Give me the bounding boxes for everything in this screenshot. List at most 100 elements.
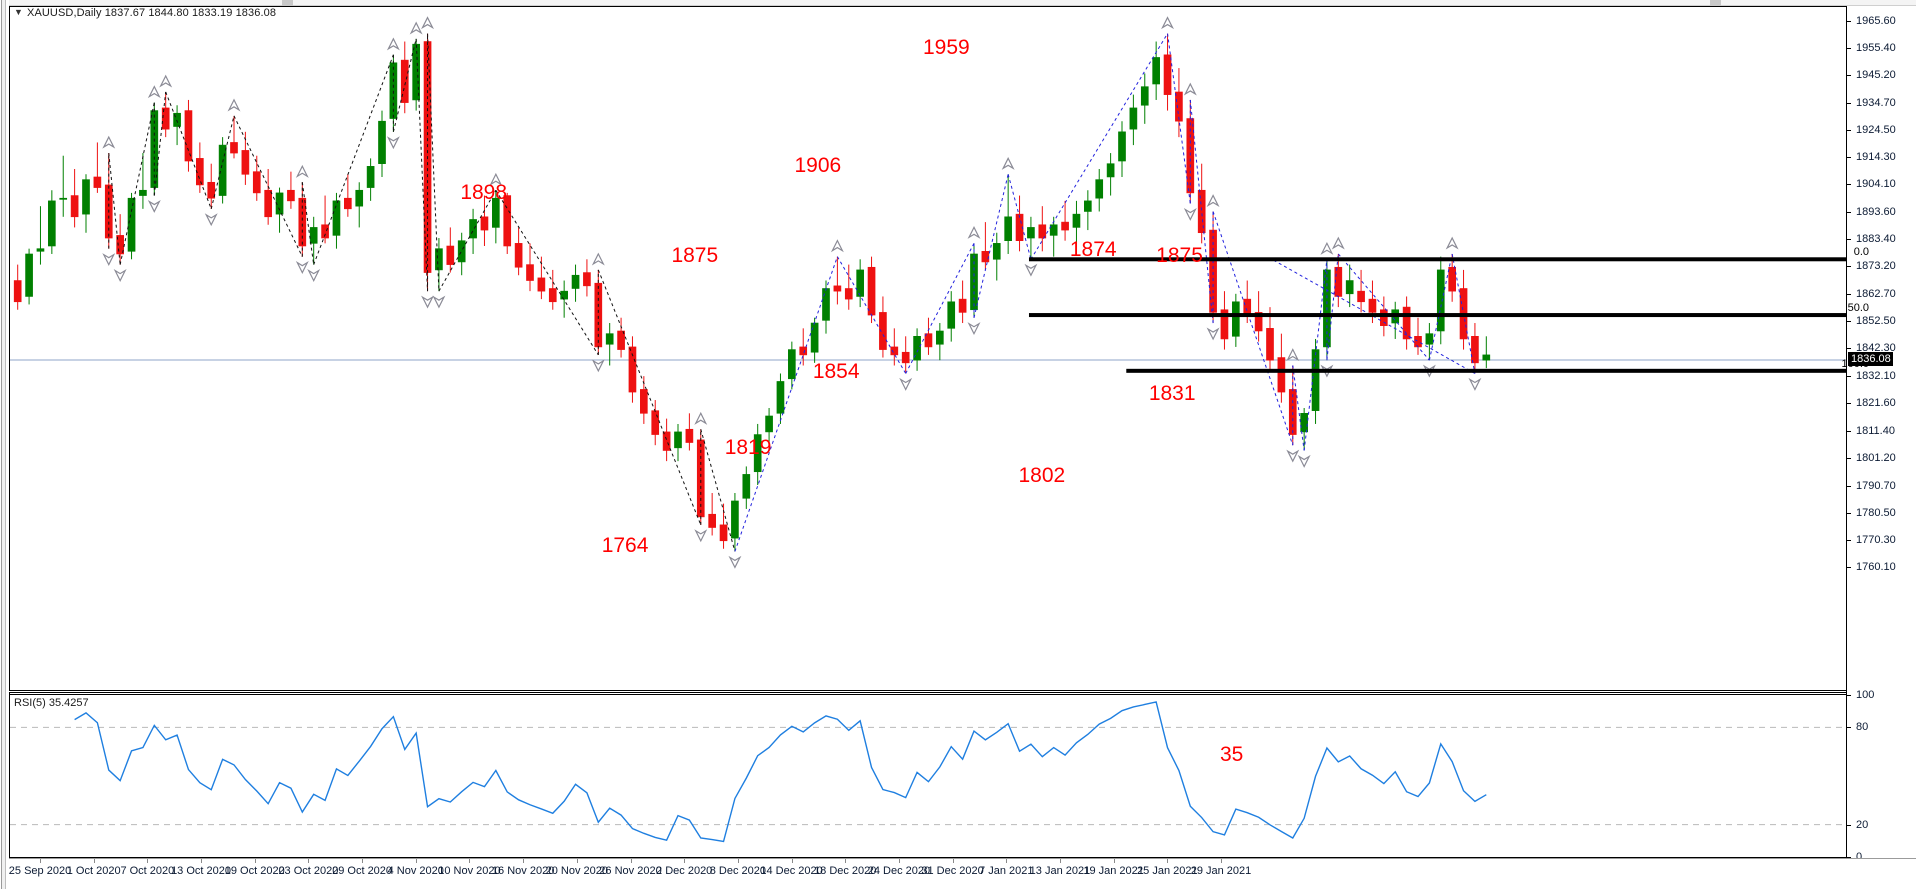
date-tick-mark	[469, 859, 471, 863]
fractal-arrow-icon	[1161, 16, 1174, 30]
price-axis[interactable]: 1965.60 1955.40 1945.20 1934.70 1924.50 1914.…	[1841, 6, 1916, 690]
fractal-arrow-icon	[295, 164, 309, 178]
fib-level-label: 0.0	[1853, 246, 1869, 259]
date-tick-mark	[147, 859, 149, 863]
fractal-arrow-icon	[147, 199, 161, 213]
price-tick-mark	[1847, 75, 1851, 77]
fractal-arrow-icon	[1183, 207, 1197, 221]
rsi-indicator-pane[interactable]: 35	[9, 694, 1847, 858]
price-tick-mark	[1847, 103, 1851, 105]
fractal-arrow-icon	[102, 135, 116, 149]
price-tick-label: 1862.70	[1856, 288, 1896, 301]
date-tick-label: 8 Dec 2020	[709, 865, 766, 877]
rsi-chart-canvas	[10, 701, 1846, 843]
fractal-arrow-icon	[102, 253, 116, 267]
window-top-frame	[9, 0, 1916, 6]
price-tick-mark	[1847, 157, 1851, 159]
price-tick-mark	[1847, 348, 1851, 350]
swing-price-label: 1874	[1069, 238, 1117, 262]
swing-price-label: 1898	[460, 180, 508, 204]
fractal-arrow-icon	[1331, 236, 1345, 250]
fib-level-line	[1028, 313, 1846, 318]
date-tick-mark	[845, 859, 847, 863]
price-tick-mark	[1847, 21, 1851, 23]
scroll-position-marker-left[interactable]	[282, 0, 293, 6]
current-price-badge: 1836.08	[1848, 351, 1893, 366]
date-tick-mark	[630, 859, 632, 863]
price-tick-mark	[1847, 375, 1851, 377]
fractal-arrow-icon	[1286, 449, 1300, 463]
rsi-tick-mark	[1847, 695, 1851, 696]
date-tick-mark	[1113, 859, 1115, 863]
date-tick-mark	[523, 859, 525, 863]
date-tick-label: 13 Jan 2021	[1029, 865, 1091, 877]
price-pane-lower-extension	[9, 571, 1847, 694]
chart-dropdown-caret-icon[interactable]: ▼	[14, 7, 24, 17]
window-bottom-left-frame	[0, 858, 9, 889]
price-tick-mark	[1847, 321, 1851, 323]
fib-level-label: 50.0	[1847, 302, 1869, 315]
date-tick-mark	[684, 859, 686, 863]
date-tick-mark	[201, 859, 203, 863]
fractal-arrow-icon	[694, 529, 708, 543]
price-chart-pane[interactable]: 1898 1875 1819 1764 1906 1854 1959 1802 1874 1875…	[9, 6, 1847, 571]
fractal-arrow-icon	[830, 239, 844, 253]
price-tick-mark	[1847, 485, 1851, 487]
date-tick-label: 24 Dec 2020	[867, 865, 931, 877]
price-tick-mark	[1847, 457, 1851, 459]
date-tick-mark	[415, 859, 417, 863]
fractal-arrow-icon	[1297, 454, 1311, 468]
price-tick-label: 1760.10	[1856, 560, 1896, 573]
price-tick-label: 1945.20	[1856, 69, 1896, 82]
price-tick-label: 1934.70	[1856, 97, 1896, 110]
swing-price-label: 1875	[671, 243, 719, 267]
fractal-arrow-icon	[409, 21, 423, 35]
date-tick-label: 16 Nov 2020	[491, 865, 555, 877]
fractal-arrow-icon	[1206, 194, 1220, 208]
date-tick-mark	[791, 859, 793, 863]
fractal-arrow-icon	[899, 377, 913, 391]
rsi-tick-mark	[1847, 857, 1851, 858]
price-tick-mark	[1847, 266, 1851, 268]
price-tick-mark	[1847, 430, 1851, 432]
date-tick-mark	[254, 859, 256, 863]
fractal-arrow-icon	[307, 269, 321, 282]
date-tick-label: 2 Dec 2020	[656, 865, 713, 877]
date-tick-mark	[362, 859, 364, 863]
date-tick-mark	[40, 859, 41, 863]
swing-price-label: 1875	[1156, 243, 1203, 267]
fractal-arrow-icon	[421, 295, 434, 309]
date-tick-mark	[93, 859, 95, 863]
fractal-arrow-icon	[1206, 327, 1220, 341]
rsi-tick-label: 20	[1856, 818, 1869, 831]
price-tick-mark	[1847, 130, 1851, 132]
fractal-arrow-icon	[1320, 241, 1334, 255]
date-tick-label: 20 Nov 2020	[545, 865, 609, 877]
swing-price-label: 1906	[794, 153, 842, 177]
date-tick-mark	[576, 859, 578, 863]
date-axis[interactable]: 25 Sep 2020 1 Oct 2020 7 Oct 2020 13 Oct 20…	[9, 858, 1916, 889]
date-tick-label: 25 Sep 2020	[8, 865, 72, 877]
price-tick-label: 1811.40	[1856, 424, 1895, 437]
date-tick-label: 29 Jan 2021	[1190, 865, 1252, 877]
fractal-arrow-icon	[1445, 236, 1459, 250]
date-tick-label: 7 Oct 2020	[120, 865, 175, 877]
price-tick-label: 1924.50	[1856, 124, 1896, 137]
date-tick-mark	[308, 859, 310, 863]
price-tick-label: 1832.10	[1856, 369, 1896, 382]
date-tick-mark	[1167, 859, 1169, 863]
swing-price-label: 1764	[601, 534, 649, 558]
price-tick-label: 1770.30	[1856, 533, 1896, 546]
price-tick-mark	[1847, 239, 1851, 241]
date-tick-label: 23 Oct 2020	[278, 865, 339, 877]
swing-price-label: 1959	[923, 36, 970, 60]
date-tick-mark	[1006, 859, 1008, 863]
price-tick-label: 1790.70	[1856, 479, 1896, 492]
date-tick-label: 25 Jan 2021	[1137, 865, 1198, 877]
scroll-position-marker-right[interactable]	[1710, 0, 1721, 6]
price-tick-mark	[1847, 48, 1851, 50]
rsi-axis[interactable]: 100 80 20 0	[1847, 689, 1916, 863]
window-left-frame	[0, 0, 9, 889]
price-tick-label: 1801.20	[1856, 451, 1896, 464]
price-tick-mark	[1847, 539, 1851, 541]
